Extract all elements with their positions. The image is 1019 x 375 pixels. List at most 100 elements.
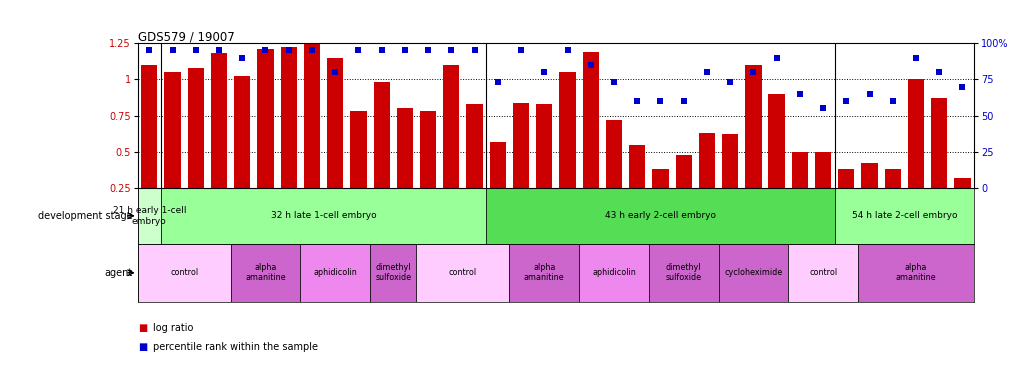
Text: agent: agent — [104, 268, 132, 278]
Bar — [327, 58, 343, 188]
Point — [814, 105, 830, 111]
Bar — [791, 152, 807, 188]
Bar — [814, 152, 830, 188]
Text: alpha
amanitine: alpha amanitine — [524, 263, 565, 282]
Bar — [834, 188, 973, 244]
Bar — [698, 133, 714, 188]
Point — [954, 84, 970, 90]
Text: aphidicolin: aphidicolin — [591, 268, 635, 277]
Point — [396, 47, 413, 53]
Bar — [138, 244, 230, 302]
Bar — [466, 104, 482, 188]
Bar — [141, 65, 157, 188]
Bar — [230, 244, 300, 302]
Point — [327, 69, 343, 75]
Point — [721, 79, 738, 85]
Point — [234, 55, 251, 61]
Bar — [161, 188, 486, 244]
Text: percentile rank within the sample: percentile rank within the sample — [153, 342, 318, 352]
Point — [373, 47, 389, 53]
Text: 32 h late 1-cell embryo: 32 h late 1-cell embryo — [270, 211, 376, 220]
Bar — [304, 43, 320, 188]
Bar — [857, 244, 973, 302]
Bar — [954, 178, 970, 188]
Bar — [930, 98, 947, 188]
Point — [605, 79, 622, 85]
Point — [930, 69, 947, 75]
Point — [536, 69, 552, 75]
Text: ■: ■ — [138, 342, 147, 352]
Point — [513, 47, 529, 53]
Bar — [370, 244, 416, 302]
Text: GDS579 / 19007: GDS579 / 19007 — [138, 30, 234, 43]
Bar — [721, 134, 738, 188]
Text: aphidicolin: aphidicolin — [313, 268, 357, 277]
Point — [907, 55, 923, 61]
Bar — [489, 142, 505, 188]
Bar — [187, 68, 204, 188]
Bar — [513, 102, 529, 188]
Point — [211, 47, 227, 53]
Point — [675, 98, 691, 104]
Point — [141, 47, 157, 53]
Bar — [745, 65, 761, 188]
Bar — [350, 111, 366, 188]
Bar — [861, 164, 876, 188]
Bar — [907, 80, 923, 188]
Text: dimethyl
sulfoxide: dimethyl sulfoxide — [665, 263, 701, 282]
Bar — [717, 244, 788, 302]
Bar — [883, 169, 900, 188]
Bar — [648, 244, 717, 302]
Text: 43 h early 2-cell embryo: 43 h early 2-cell embryo — [604, 211, 715, 220]
Point — [791, 91, 807, 97]
Bar — [373, 82, 389, 188]
Point — [257, 47, 273, 53]
Bar — [605, 120, 622, 188]
Text: cycloheximide: cycloheximide — [723, 268, 782, 277]
Point — [280, 47, 297, 53]
Point — [582, 62, 598, 68]
Bar — [788, 244, 857, 302]
Bar — [652, 169, 667, 188]
Point — [698, 69, 714, 75]
Bar — [838, 169, 854, 188]
Bar — [416, 244, 508, 302]
Bar — [300, 244, 370, 302]
Text: log ratio: log ratio — [153, 323, 194, 333]
Bar — [536, 104, 552, 188]
Text: alpha
amanitine: alpha amanitine — [895, 263, 935, 282]
Point — [883, 98, 900, 104]
Point — [489, 79, 505, 85]
Point — [466, 47, 482, 53]
Bar — [558, 72, 575, 188]
Bar — [396, 108, 413, 188]
Bar — [164, 72, 180, 188]
Text: dimethyl
sulfoxide: dimethyl sulfoxide — [375, 263, 411, 282]
Point — [164, 47, 180, 53]
Text: control: control — [170, 268, 198, 277]
Text: alpha
amanitine: alpha amanitine — [245, 263, 285, 282]
Point — [629, 98, 645, 104]
Point — [652, 98, 668, 104]
Point — [767, 55, 784, 61]
Point — [860, 91, 876, 97]
Bar — [234, 76, 250, 188]
Bar — [629, 144, 645, 188]
Bar — [767, 94, 784, 188]
Bar — [582, 52, 598, 188]
Point — [187, 47, 204, 53]
Text: 54 h late 2-cell embryo: 54 h late 2-cell embryo — [851, 211, 956, 220]
Point — [558, 47, 575, 53]
Point — [838, 98, 854, 104]
Text: 21 h early 1-cell
embryo: 21 h early 1-cell embryo — [112, 206, 185, 225]
Bar — [257, 49, 273, 188]
Text: ■: ■ — [138, 323, 147, 333]
Point — [304, 47, 320, 53]
Point — [745, 69, 761, 75]
Text: control: control — [808, 268, 837, 277]
Bar — [486, 188, 834, 244]
Point — [350, 47, 366, 53]
Bar — [443, 65, 459, 188]
Point — [442, 47, 459, 53]
Bar — [508, 244, 579, 302]
